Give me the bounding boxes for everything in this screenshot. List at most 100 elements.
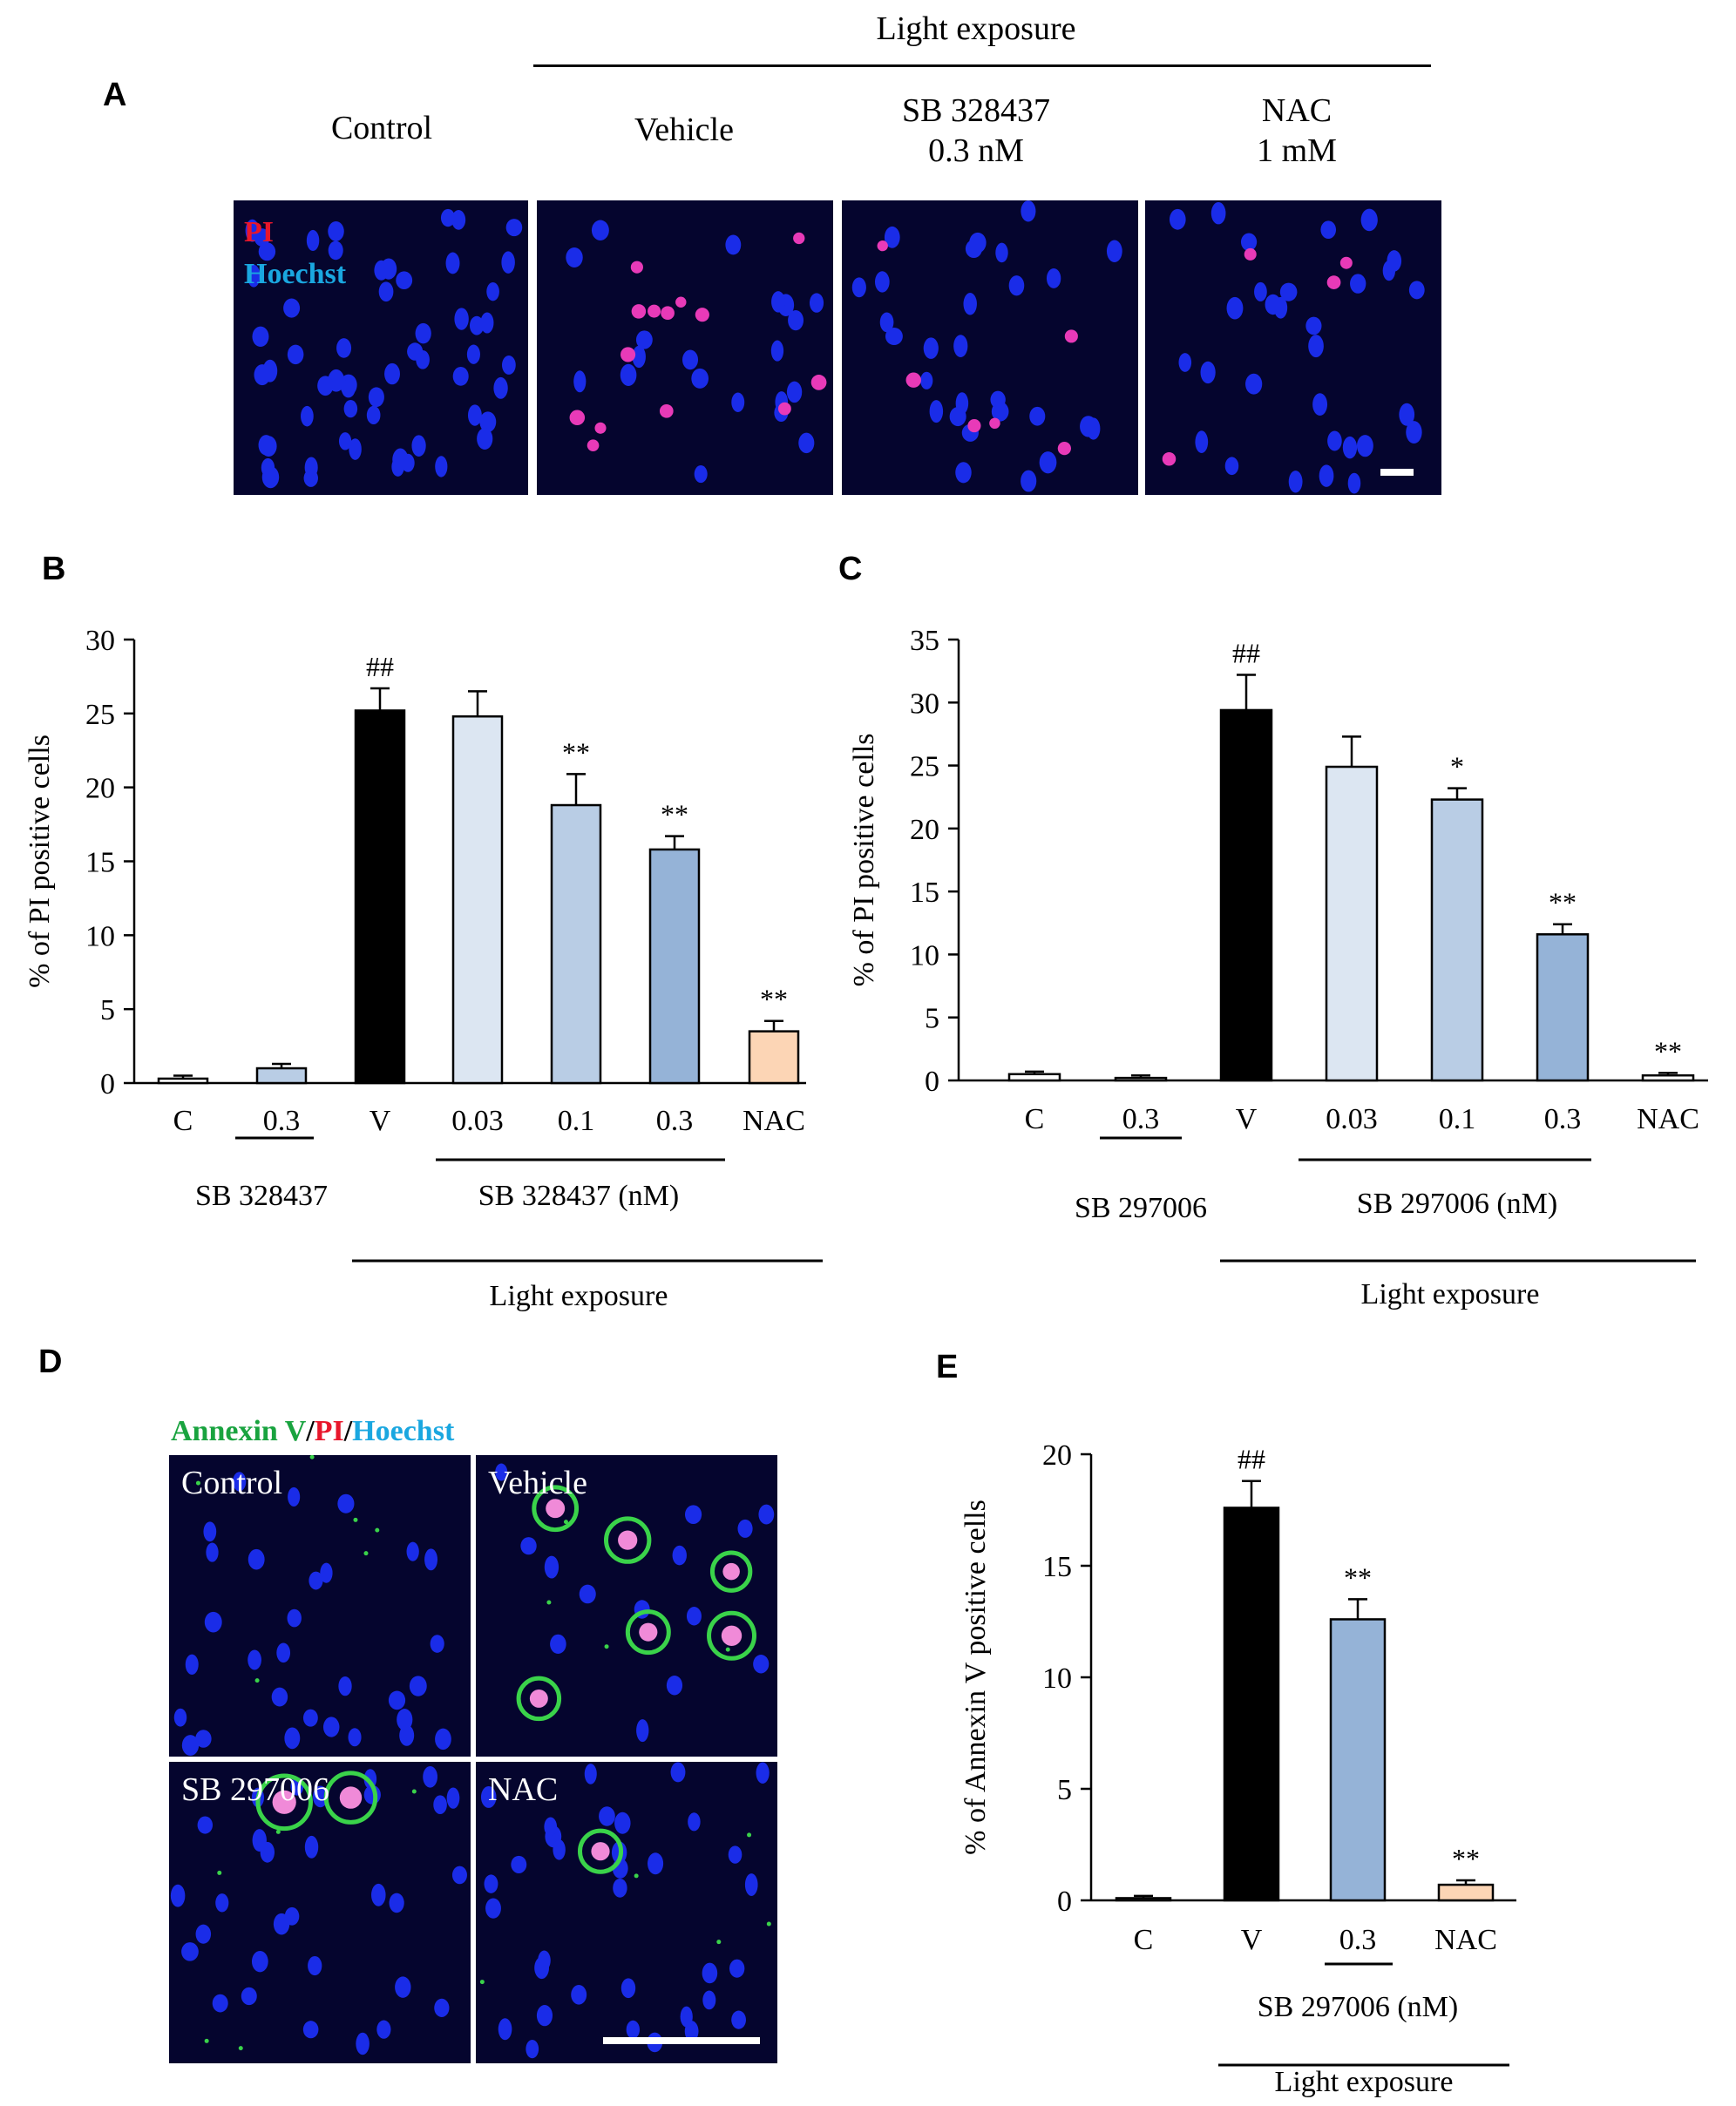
annexin-speck: [634, 1873, 639, 1879]
nucleus: [195, 1730, 212, 1748]
nucleus: [185, 1654, 199, 1675]
nucleus: [399, 1724, 415, 1746]
nucleus: [467, 404, 482, 426]
nucleus: [303, 469, 318, 487]
nucleus: [204, 1611, 222, 1633]
nucleus: [284, 1906, 300, 1926]
nucleus: [1327, 430, 1342, 451]
nucleus: [181, 1942, 199, 1961]
nucleus: [378, 281, 394, 302]
nucleus: [536, 2005, 553, 2027]
nucleus: [874, 271, 890, 293]
apoptotic-nucleus: [529, 1689, 548, 1708]
tile-label-sb297006: SB 297006: [181, 1771, 329, 1808]
nucleus: [480, 312, 494, 334]
nucleus: [1406, 421, 1422, 444]
nucleus: [486, 281, 499, 301]
nucleus: [433, 1795, 447, 1815]
nucleus: [392, 448, 409, 471]
nucleus: [995, 242, 1008, 263]
tile-label-nac: NAC: [488, 1771, 559, 1808]
bar-V: [1219, 708, 1273, 1082]
apoptotic-nucleus: [339, 1786, 363, 1809]
bar-NAC: [748, 1030, 800, 1085]
pi-positive-nucleus: [810, 375, 827, 390]
bar-0.1: [1430, 798, 1484, 1082]
significance-mark: **: [1452, 1843, 1480, 1874]
x-tick-label: 0.3: [1339, 1924, 1377, 1956]
nucleus: [341, 379, 356, 398]
nucleus: [173, 1708, 187, 1727]
panel-a-col-sb328437-line2: 0.3 nM: [928, 132, 1024, 169]
nucleus: [1279, 282, 1298, 301]
annexin-speck: [563, 1520, 568, 1525]
nucleus: [338, 1676, 352, 1696]
nucleus: [389, 1893, 404, 1913]
x-tick-label: C: [173, 1105, 193, 1137]
micrograph-a-vehicle: [537, 200, 833, 495]
annexin-speck: [766, 1921, 771, 1927]
x-tick-label: 0.3: [1544, 1103, 1582, 1135]
nucleus: [771, 291, 785, 313]
y-tick-label: 15: [85, 847, 115, 879]
significance-mark: **: [1344, 1561, 1372, 1593]
bar-0.3: [1536, 933, 1590, 1082]
pi-positive-nucleus: [967, 419, 981, 433]
nucleus: [591, 220, 609, 240]
nucleus: [322, 1717, 340, 1737]
nucleus: [626, 2020, 641, 2039]
tile-label-vehicle: Vehicle: [488, 1465, 587, 1501]
nucleus: [252, 1829, 267, 1852]
nucleus: [301, 405, 314, 427]
pi-positive-nucleus: [1162, 451, 1177, 466]
nucleus: [550, 1634, 566, 1654]
nucleus: [287, 344, 304, 365]
nucleus: [1408, 281, 1425, 300]
y-tick-label: 15: [910, 877, 939, 909]
nucleus: [247, 264, 261, 288]
scale-bar-d: [603, 2037, 760, 2044]
significance-mark: **: [760, 984, 788, 1015]
nucleus: [317, 376, 334, 396]
nucleus: [248, 1548, 265, 1570]
nucleus: [479, 411, 497, 433]
pi-positive-nucleus: [630, 261, 643, 274]
tile-label-control: Control: [181, 1465, 283, 1501]
annexin-speck: [275, 1829, 281, 1834]
nucleus: [309, 1571, 323, 1590]
nucleus: [584, 1764, 597, 1784]
nucleus: [349, 438, 362, 460]
x-tick-label: 0.3: [1122, 1103, 1160, 1135]
nucleus: [283, 298, 301, 318]
y-tick-label: 10: [910, 939, 939, 972]
nucleus: [686, 1607, 702, 1626]
nucleus: [635, 330, 653, 349]
nucleus: [356, 2032, 370, 2055]
nucleus: [1039, 451, 1057, 474]
nucleus: [538, 1950, 551, 1971]
nucleus: [511, 1855, 527, 1874]
nucleus: [254, 228, 270, 247]
bar-C: [1115, 1897, 1172, 1902]
nucleus: [949, 407, 966, 427]
bar-NAC: [1641, 1073, 1695, 1082]
nucleus: [573, 370, 587, 393]
nucleus: [477, 428, 493, 450]
nucleus: [1178, 353, 1192, 372]
nucleus: [729, 1959, 745, 1978]
micrograph-a-sb328437: [842, 200, 1138, 495]
nucleus: [1240, 233, 1258, 251]
pi-positive-nucleus: [569, 410, 586, 426]
nucleus: [446, 1787, 460, 1809]
nucleus: [409, 1676, 427, 1696]
chart-b: 0 5 10 15 20 25 30 % of PI positive cells C 0.3 ##…: [24, 625, 823, 1312]
micrograph-d-vehicle: Vehicle: [476, 1455, 777, 1757]
nucleus: [725, 234, 742, 255]
nucleus: [252, 326, 269, 348]
nucleus: [254, 364, 271, 386]
nucleus: [380, 258, 397, 280]
nucleus: [498, 2018, 512, 2041]
annexin-ring: [707, 1610, 757, 1661]
panel-a-col-vehicle-line1: Vehicle: [634, 112, 734, 148]
